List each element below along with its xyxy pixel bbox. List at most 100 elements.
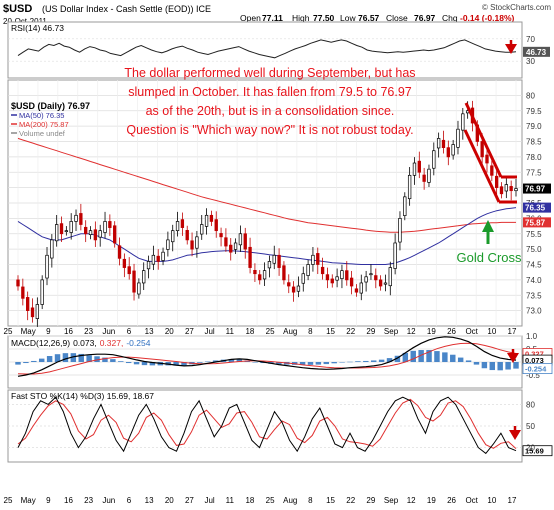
annotation: The dollar performed well during Septemb… <box>124 66 415 137</box>
macd-histogram-bar <box>307 362 314 365</box>
candle-body <box>446 147 450 158</box>
stochastic-ticks: 80 50 20 <box>526 400 535 452</box>
x-tick-label: 8 <box>308 496 313 505</box>
candle-body <box>504 184 508 192</box>
macd-signal-line <box>17 342 517 375</box>
candle-body <box>175 221 180 232</box>
ohlc-chg: -0.14 (-0.18%) <box>460 13 514 23</box>
price-label: $USD (Daily) 76.97 <box>11 101 90 111</box>
y-tick-label: 79.0 <box>526 122 542 131</box>
candle-body <box>137 282 141 295</box>
candle-body <box>253 269 257 275</box>
candle-body <box>412 162 417 176</box>
candle-body <box>349 277 354 287</box>
macd-histogram-bar <box>62 353 69 362</box>
trend-channel-lower <box>463 129 501 203</box>
macd-histogram-bar <box>149 362 156 366</box>
x-tick-label: 6 <box>127 327 132 336</box>
macd-histogram-bar <box>102 357 108 362</box>
x-tick-label: 15 <box>326 496 335 505</box>
y-tick-label: 80 <box>526 400 535 409</box>
macd-histogram-bar <box>363 360 369 362</box>
candle-body <box>214 219 218 232</box>
candle-body <box>417 160 421 173</box>
macd-histogram-bar <box>315 362 322 365</box>
y-tick-label: 78.5 <box>526 138 542 147</box>
candle-body <box>301 273 305 284</box>
x-tick-label: 22 <box>346 496 355 505</box>
price-last-tag: 76.97 <box>525 185 546 194</box>
macd-label-macd: 0.073, <box>73 338 97 348</box>
candle-body <box>451 144 455 156</box>
macd-histogram-bar <box>331 362 337 364</box>
candle-body <box>200 224 204 235</box>
x-tick-label: Aug <box>283 496 297 505</box>
x-tick-label: Sep <box>384 496 399 505</box>
macd-histogram-bar <box>197 362 203 363</box>
x-tick-label: Jun <box>102 327 115 336</box>
rsi-ticks: 70 30 <box>526 35 535 66</box>
candle-body <box>407 174 412 200</box>
candle-body <box>306 264 310 276</box>
macd-histogram-bar <box>70 353 77 362</box>
x-tick-label: 27 <box>185 496 194 505</box>
x-tick-label: Oct <box>465 496 478 505</box>
macd-histogram-bar <box>15 362 21 365</box>
rsi-lines: 46.73 <box>17 39 550 59</box>
macd-histogram-bar <box>38 358 45 362</box>
macd-histogram-bar <box>78 353 84 362</box>
macd-histogram-bar <box>212 360 219 362</box>
x-tick-label: 15 <box>326 327 335 336</box>
x-tick-label: 29 <box>366 496 375 505</box>
ohlc-open: 77.11 <box>262 13 283 23</box>
candle-body <box>248 246 252 268</box>
candle-body <box>296 285 301 292</box>
candle-body <box>354 288 359 293</box>
macd-histogram-bar <box>23 362 29 364</box>
macd-panel: 1.00.50.0-0.5 MACD(12,26,9)0.073,0.327,-… <box>7 332 553 389</box>
ohlc-low-label: Low <box>340 13 356 23</box>
macd-histogram-bar <box>355 361 361 362</box>
stochastic-grid <box>8 404 522 448</box>
candle-body <box>127 266 131 275</box>
candle-body <box>441 139 446 149</box>
x-tick-label: 6 <box>127 496 132 505</box>
candle-body <box>209 214 214 222</box>
x-tick-label: 11 <box>226 327 235 336</box>
macd-histogram-bar <box>46 356 53 362</box>
ohlc-chg-label: Chg <box>442 13 458 23</box>
macd-value-tag-bg <box>522 363 553 375</box>
candle-body <box>369 273 373 276</box>
x-tick-label: 20 <box>165 496 174 505</box>
candle-body <box>224 237 228 247</box>
candle-body <box>40 279 44 305</box>
macd-histogram-bar <box>141 362 148 366</box>
macd-histogram-bar <box>236 359 243 362</box>
candle-body <box>311 254 315 265</box>
x-tick-label: 25 <box>266 327 275 336</box>
x-tick-label: 12 <box>407 496 416 505</box>
candle-body <box>156 255 160 262</box>
macd-histogram-bar <box>378 359 385 362</box>
y-tick-label: 30 <box>526 57 535 66</box>
candle-body <box>142 270 146 284</box>
y-tick-label: 73.5 <box>526 291 542 300</box>
price-panel: 73.073.574.074.575.075.576.076.577.077.5… <box>7 79 551 327</box>
x-tick-label: May <box>21 327 36 336</box>
ma200-line <box>17 137 516 233</box>
x-axis-bottom: 25 May 9 16 23 Jun 6 13 20 27 Jul 11 18 25 Aug 8 15 22 29 S… <box>4 496 517 505</box>
x-tick-label: Jun <box>102 496 115 505</box>
legend-entry: MA(50) 76.35 <box>19 111 64 120</box>
x-axis-middle: 25 May 9 16 23 Jun 6 13 20 27 Jul 11 18 25 Aug 8 15 22 29 S… <box>4 327 517 336</box>
candle-body <box>122 258 127 268</box>
y-tick-label: 74.0 <box>526 276 542 285</box>
candle-body <box>195 236 199 249</box>
legend-entry: Volume undef <box>19 129 66 138</box>
macd-histogram-bar <box>94 356 100 362</box>
y-tick-label: 1.0 <box>526 332 538 341</box>
x-tick-label: 27 <box>185 327 194 336</box>
candle-body <box>171 230 175 243</box>
candle-body <box>359 282 363 294</box>
macd-histogram-bar <box>339 362 345 363</box>
candle-body <box>383 282 388 285</box>
